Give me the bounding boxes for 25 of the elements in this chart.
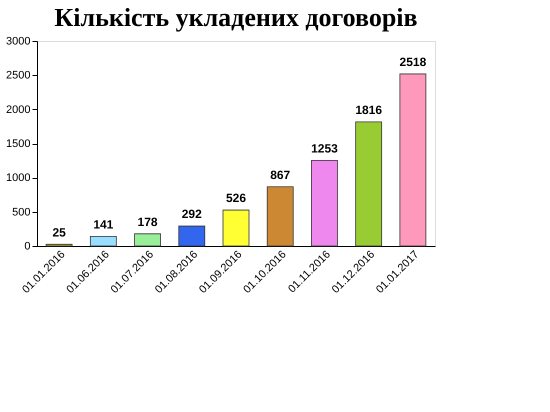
bar xyxy=(399,74,426,246)
bar xyxy=(134,233,161,246)
data-label: 1816 xyxy=(355,102,382,117)
bar xyxy=(355,122,382,246)
y-tick-label: 1000 xyxy=(6,172,30,184)
y-tick-label: 3000 xyxy=(6,36,30,48)
bar xyxy=(222,210,250,246)
data-label: 867 xyxy=(270,168,291,182)
data-label: 25 xyxy=(52,225,66,240)
data-label: 526 xyxy=(226,191,246,206)
y-tick-label: 0 xyxy=(24,240,30,252)
bar xyxy=(90,236,117,246)
data-label: 141 xyxy=(93,217,114,232)
chart-title: Кількість укладених договорів xyxy=(54,3,418,32)
data-label: 2518 xyxy=(400,54,427,69)
bar xyxy=(311,160,338,246)
y-tick-label: 500 xyxy=(12,206,30,218)
data-label: 178 xyxy=(138,214,158,229)
y-tick-label: 2000 xyxy=(6,104,30,116)
y-tick-label: 2500 xyxy=(6,70,30,82)
data-label: 1253 xyxy=(311,141,338,156)
y-tick-label: 1500 xyxy=(6,138,30,150)
bar xyxy=(266,186,294,246)
bar xyxy=(178,226,206,246)
data-label: 292 xyxy=(182,207,202,222)
